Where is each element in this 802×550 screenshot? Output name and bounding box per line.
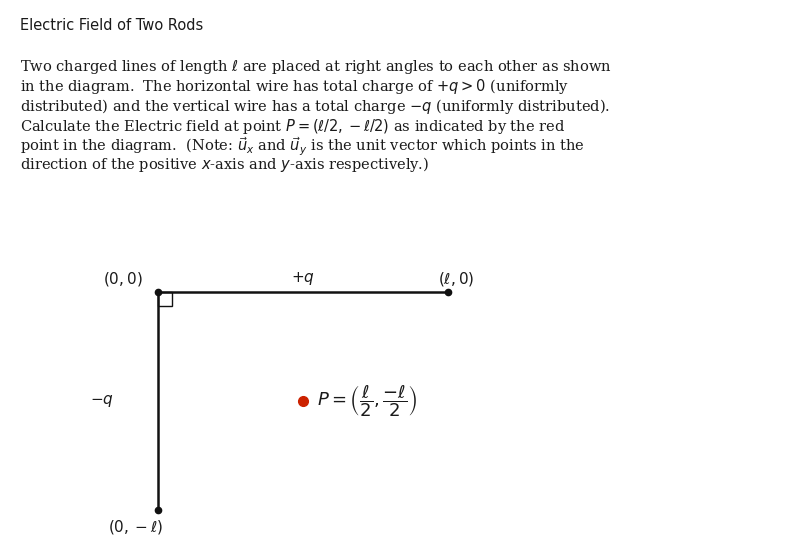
Text: point in the diagram.  (Note: $\vec{u}_x$ and $\vec{u}_y$ is the unit vector whi: point in the diagram. (Note: $\vec{u}_x$… — [20, 136, 584, 158]
Text: Two charged lines of length $\ell$ are placed at right angles to each other as s: Two charged lines of length $\ell$ are p… — [20, 58, 611, 76]
Text: in the diagram.  The horizontal wire has total charge of $+q > 0$ (uniformly: in the diagram. The horizontal wire has … — [20, 78, 569, 96]
Text: Calculate the Electric field at point $P = (\ell/2, -\ell/2)$ as indicated by th: Calculate the Electric field at point $P… — [20, 117, 565, 135]
Text: $(0,-\ell)$: $(0,-\ell)$ — [107, 518, 163, 536]
Text: Electric Field of Two Rods: Electric Field of Two Rods — [20, 18, 203, 33]
Bar — [158, 292, 172, 306]
Text: distributed) and the vertical wire has a total charge $-q$ (uniformly distribute: distributed) and the vertical wire has a… — [20, 97, 610, 116]
Text: $P = \left(\dfrac{\ell}{2}, \dfrac{-\ell}{2}\right)$: $P = \left(\dfrac{\ell}{2}, \dfrac{-\ell… — [317, 383, 416, 419]
Text: $(\ell,0)$: $(\ell,0)$ — [437, 270, 474, 288]
Text: $(0,0)$: $(0,0)$ — [103, 270, 143, 288]
Text: direction of the positive $x$-axis and $y$-axis respectively.): direction of the positive $x$-axis and $… — [20, 156, 429, 174]
Text: $-q$: $-q$ — [90, 393, 114, 409]
Text: $+q$: $+q$ — [290, 270, 314, 287]
